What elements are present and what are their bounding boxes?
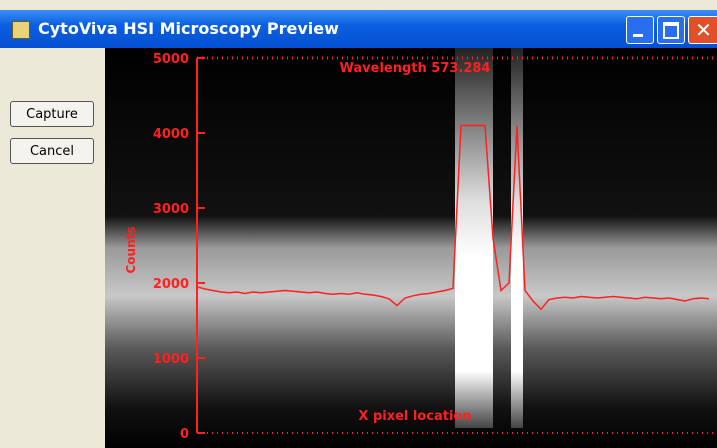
- window-title: CytoViva HSI Microscopy Preview: [38, 19, 339, 38]
- y-tick-label: 0: [180, 427, 189, 442]
- capture-button[interactable]: Capture: [10, 101, 94, 127]
- y-tick-label: 4000: [153, 127, 189, 142]
- chart: Wavelength 573.284 X pixel location Coun…: [105, 48, 717, 448]
- y-tick-label: 1000: [153, 352, 189, 367]
- title-bar: CytoViva HSI Microscopy Preview ✕: [0, 10, 717, 48]
- y-tick-label: 5000: [153, 52, 189, 67]
- cancel-button[interactable]: Cancel: [10, 138, 94, 164]
- image-band: [105, 48, 717, 448]
- close-button[interactable]: ✕: [688, 16, 717, 44]
- y-tick-label: 3000: [153, 202, 189, 217]
- minimize-button[interactable]: [626, 16, 654, 44]
- image-bright-column: [455, 48, 493, 428]
- y-axis-label: Counts: [124, 226, 138, 273]
- chart-title: Wavelength 573.284: [340, 61, 491, 76]
- maximize-button[interactable]: [657, 16, 685, 44]
- data-line: [196, 124, 710, 311]
- x-axis-label: X pixel location: [358, 409, 471, 424]
- image-bright-column: [511, 48, 523, 428]
- y-tick-label: 2000: [153, 277, 189, 292]
- app-icon: [12, 21, 30, 39]
